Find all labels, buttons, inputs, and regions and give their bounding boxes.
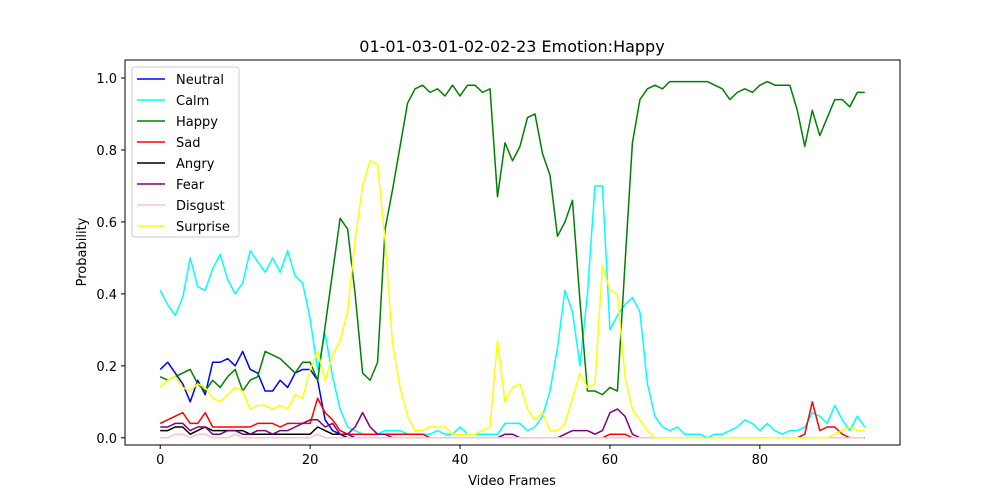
x-tick-label: 20 <box>302 453 319 468</box>
chart-title: 01-01-03-01-02-02-23 Emotion:Happy <box>359 37 664 56</box>
y-tick-label: 0.0 <box>96 432 117 447</box>
legend-label-fear: Fear <box>176 178 205 193</box>
y-tick-label: 0.6 <box>96 216 117 231</box>
legend-label-angry: Angry <box>176 157 215 172</box>
series-layer <box>159 80 866 439</box>
y-tick-label: 0.4 <box>96 288 117 303</box>
legend-label-sad: Sad <box>176 136 200 151</box>
y-tick-label: 0.2 <box>96 360 117 375</box>
y-axis-label: Probability <box>75 217 90 286</box>
series-line-calm <box>159 185 866 439</box>
legend-label-calm: Calm <box>176 94 209 109</box>
legend: Neutral Calm Happy Sad Angry Fear Disgust Surpr… <box>131 66 240 238</box>
axes-frame <box>124 59 901 446</box>
y-tick-label: 1.0 <box>96 72 117 87</box>
y-tick-label: 0.8 <box>96 144 117 159</box>
legend-label-neutral: Neutral <box>176 73 224 88</box>
series-line-surprise <box>159 160 865 439</box>
x-axis-label: Video Frames <box>468 474 556 489</box>
plot-area <box>124 59 901 446</box>
legend-box <box>131 66 240 238</box>
legend-label-disgust: Disgust <box>176 199 225 214</box>
x-tick-label: 0 <box>156 453 164 468</box>
legend-label-happy: Happy <box>176 115 218 130</box>
y-axis: 0.0 0.2 0.4 0.6 0.8 1.0 <box>96 72 125 447</box>
legend-label-surprise: Surprise <box>176 220 230 235</box>
x-axis: 0 20 40 60 80 <box>156 445 768 468</box>
series-line-happy <box>159 80 865 396</box>
x-tick-label: 80 <box>752 453 769 468</box>
x-tick-label: 60 <box>602 453 619 468</box>
x-tick-label: 40 <box>452 453 469 468</box>
